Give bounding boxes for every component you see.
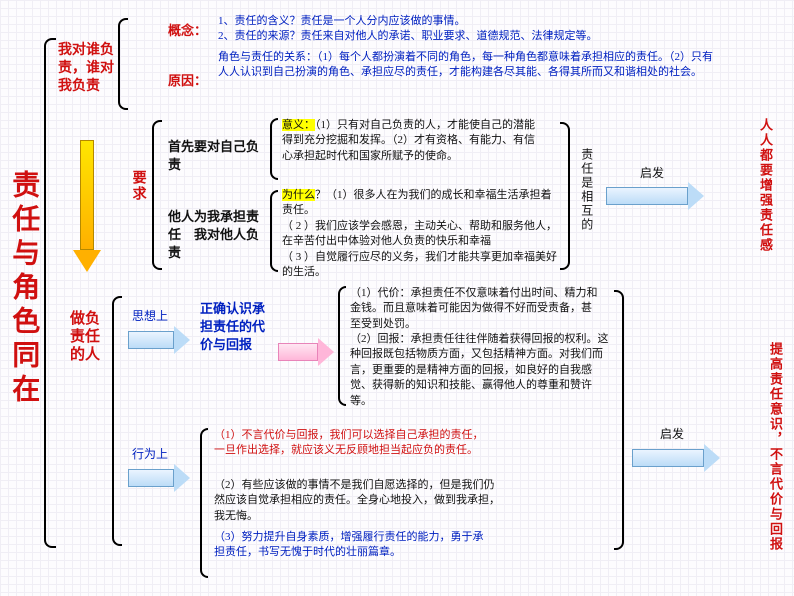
do-label: 做负责任的人 [70,310,110,364]
right-lower-text: 提高责任意识，不言代价与回报 [740,342,784,552]
concept-text: 1、责任的含义？责任是一个人分内应该做的事情。 2、责任的来源？责任来自对他人的… [218,14,638,45]
bracket-do [112,296,122,546]
think-label: 思想上 [132,308,168,325]
cost2-text: （2）回报：承担责任往往伴随着获得回报的权利。这种回报既包括物质方面，又包括精神… [350,332,610,409]
bracket-action [200,428,208,578]
act3-text: （3）努力提升自身素质，增强履行责任的能力，勇于承担责任，书写无愧于时代的壮丽篇… [214,530,494,561]
self-yi: 意义：（1）只有对自己负责的人，才能使自己的潜能得到充分挖掘和发挥。（2）才有资… [282,118,542,164]
act1-text: （1）不言代价与回报，我们可以选择自己承担的责任，一旦作出选择，就应该义无反顾地… [214,428,494,459]
reason-text: 角色与责任的关系：（1）每个人都扮演着不同的角色，每一种角色都意味着承担相应的责… [218,50,718,81]
recognize-text: 正确认识承担责任的代价与回报 [200,300,270,355]
rbracket-mutual [560,122,570,270]
inspire-upper-label: 启发 [640,165,664,182]
action-label: 行为上 [132,446,168,463]
bracket-main [44,38,56,548]
concept-label: 概念： [168,22,207,40]
bracket-other [270,190,278,272]
right-upper-text: 人人都要增强责任感 [726,118,774,253]
cost1-text: （1）代价：承担责任不仅意味着付出时间、精力和金钱。而且意味着可能因为做得不好而… [350,286,600,332]
arrow-inspire-upper [606,182,704,210]
arrow-action [128,464,190,492]
mutual-text: 责任是相互的 [578,148,595,232]
bracket-req [152,120,162,270]
reason-label: 原因： [168,72,207,90]
arrow-inspire-lower [632,444,720,472]
bracket-cost [338,286,346,406]
act2-text: （2）有些应该做的事情不是我们自愿选择的，但是我们仍然应该自觉承担相应的责任。全… [214,478,504,524]
arrow-think [128,326,190,354]
other-heading: 他人为我承担责任 我对他人负责 [168,208,268,263]
other-why: 为什么？（1）很多人在为我们的成长和幸福生活承担着责任。 （ 2 ）我们应该学会… [282,188,562,280]
bracket-self [270,118,278,180]
down-arrow-stem [80,140,94,250]
why-label: 为什么 [282,189,315,201]
req-label: 要求 [128,170,148,202]
yi-label: 意义： [282,119,315,131]
self-heading: 首先要对自己负责 [168,138,268,174]
who-label: 我对谁负责，谁对我负责 [58,42,114,97]
inspire-lower-label: 启发 [660,426,684,443]
rbracket-lower [614,290,624,550]
arrow-recognize [278,338,334,366]
bracket-who [118,18,128,110]
down-arrow-head [73,250,101,272]
main-title: 责任与角色同在 [4,170,43,408]
